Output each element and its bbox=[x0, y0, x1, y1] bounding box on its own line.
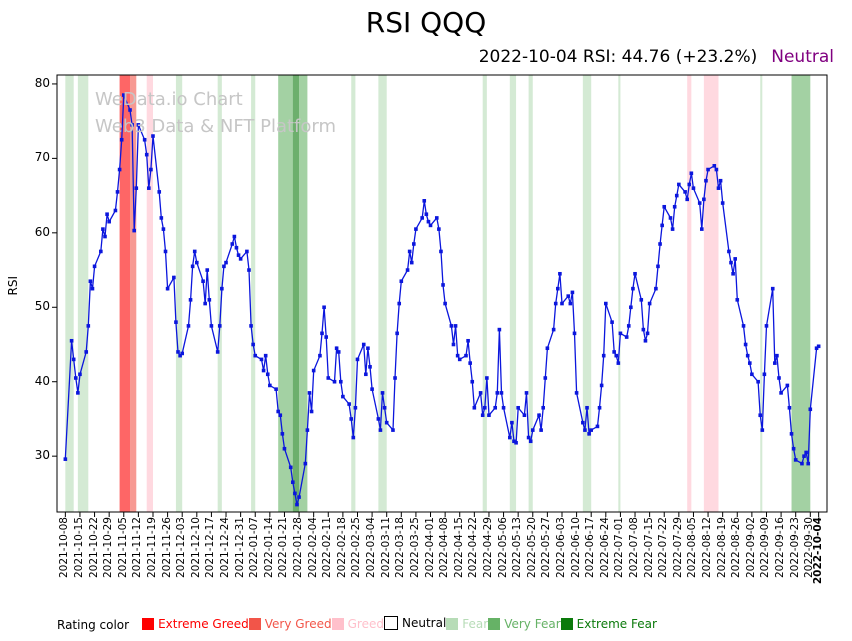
x-tick-label: 2021-11-19 bbox=[145, 517, 158, 579]
x-tick-label: 2021-12-31 bbox=[233, 517, 246, 579]
x-tick-label: 2022-06-17 bbox=[584, 517, 597, 579]
x-tick-label: 2022-09-16 bbox=[774, 517, 787, 579]
x-tick-label: 2022-04-15 bbox=[452, 517, 465, 579]
x-tick-label: 2022-02-25 bbox=[350, 517, 363, 579]
x-tick-label: 2021-11-12 bbox=[131, 517, 144, 579]
x-tick-label: 2021-10-22 bbox=[87, 517, 100, 579]
legend-label: Neutral bbox=[401, 616, 447, 630]
x-tick-label: 2022-08-05 bbox=[686, 517, 699, 579]
x-tick-label: 2022-01-21 bbox=[277, 517, 290, 579]
legend-label: Very Greed bbox=[264, 617, 332, 631]
x-tick-label: 2022-07-29 bbox=[671, 517, 684, 579]
legend-swatch bbox=[446, 618, 459, 630]
legend-swatch bbox=[488, 618, 501, 630]
y-tick-label: 50 bbox=[34, 299, 50, 314]
x-tick-label: 2022-04-01 bbox=[423, 517, 436, 579]
legend-item: Extreme Fear bbox=[560, 617, 657, 631]
x-tick-label: 2021-10-29 bbox=[102, 517, 115, 579]
x-tick-label: 2022-07-15 bbox=[642, 517, 655, 579]
legend-item: Fear bbox=[446, 617, 488, 631]
x-tick-label: 2022-02-11 bbox=[321, 517, 334, 579]
x-tick-label: 2022-03-25 bbox=[408, 517, 421, 579]
x-tick-label: 2022-06-10 bbox=[569, 517, 582, 579]
x-tick-label: 2021-12-10 bbox=[189, 517, 202, 579]
chart-title: RSI QQQ bbox=[365, 6, 487, 39]
legend-item: Extreme Greed bbox=[142, 617, 249, 631]
x-tick-label: 2022-09-23 bbox=[788, 517, 801, 579]
x-tick-label: 2022-07-08 bbox=[628, 517, 641, 579]
x-tick-label: 2022-03-18 bbox=[394, 517, 407, 579]
legend: Rating color Extreme Greed Very Greed Gree… bbox=[57, 616, 657, 633]
legend-swatch bbox=[383, 616, 398, 630]
y-tick-label: 70 bbox=[34, 150, 50, 165]
y-tick-label: 60 bbox=[34, 224, 50, 239]
x-tick-label: 2021-11-26 bbox=[160, 517, 173, 579]
x-tick-label: 2022-07-01 bbox=[613, 517, 626, 579]
legend-items: Extreme Greed Very Greed Greed Neutral Fear V… bbox=[142, 616, 657, 633]
x-tick-label: 2021-12-24 bbox=[219, 517, 232, 579]
x-tick-label: 2022-03-04 bbox=[365, 517, 378, 579]
x-tick-label: 2022-08-12 bbox=[701, 517, 714, 579]
legend-label: Fear bbox=[462, 617, 489, 631]
x-tick-label: 2021-10-08 bbox=[58, 517, 71, 579]
legend-swatch bbox=[248, 618, 261, 630]
legend-item: Very Greed bbox=[248, 617, 332, 631]
x-tick-label: 2022-09-09 bbox=[759, 517, 772, 579]
legend-swatch bbox=[560, 618, 573, 630]
x-tick-label: 2022-02-04 bbox=[306, 517, 319, 579]
x-tick-label: 2022-03-11 bbox=[379, 517, 392, 579]
y-axis-label: RSI bbox=[6, 276, 20, 296]
x-tick-label: 2022-05-13 bbox=[511, 517, 524, 579]
x-tick-label: 2022-01-14 bbox=[262, 517, 275, 579]
x-tick-label: 2021-11-05 bbox=[116, 517, 129, 579]
subtitle-rating: Neutral bbox=[771, 47, 834, 67]
x-tick-label: 2021-12-17 bbox=[204, 517, 217, 579]
x-tick-label: 2022-07-22 bbox=[657, 517, 670, 579]
x-tick-label: 2022-08-26 bbox=[730, 517, 743, 579]
watermark: WeData.io Chart Web3 Data & NFT Platform bbox=[95, 86, 336, 140]
chart-subtitle: 2022-10-04 RSI: 44.76 (+23.2%) Neutral bbox=[479, 47, 834, 67]
watermark-line2: Web3 Data & NFT Platform bbox=[95, 116, 337, 137]
x-tick-label: 2022-06-24 bbox=[598, 517, 611, 579]
legend-label: Very Fear bbox=[504, 617, 561, 631]
legend-item: Very Fear bbox=[488, 617, 561, 631]
y-tick-label: 40 bbox=[34, 373, 50, 388]
watermark-line1: WeData.io Chart bbox=[95, 89, 243, 110]
x-tick-label: 2022-09-30 bbox=[803, 517, 816, 579]
x-tick-label: 2022-05-20 bbox=[525, 517, 538, 579]
legend-item: Greed bbox=[331, 617, 384, 631]
x-tick-label: 2022-04-29 bbox=[481, 517, 494, 579]
x-tick-label: 2022-05-27 bbox=[540, 517, 553, 579]
x-tick-label: 2022-08-19 bbox=[715, 517, 728, 579]
legend-swatch bbox=[331, 618, 344, 630]
x-tick-label: 2022-10-04 bbox=[811, 517, 824, 585]
legend-label: Greed bbox=[347, 617, 384, 631]
x-tick-label: 2022-06-03 bbox=[554, 517, 567, 579]
subtitle-stats: 2022-10-04 RSI: 44.76 (+23.2%) bbox=[478, 47, 758, 67]
legend-swatch bbox=[142, 618, 155, 630]
x-tick-label: 2022-09-02 bbox=[744, 517, 757, 579]
y-tick-label: 30 bbox=[34, 448, 50, 463]
x-tick-label: 2022-04-08 bbox=[438, 517, 451, 579]
y-tick-label: 80 bbox=[34, 75, 50, 90]
x-tick-label: 2022-01-07 bbox=[248, 517, 261, 579]
legend-item: Neutral bbox=[383, 616, 447, 630]
x-tick-label: 2022-02-18 bbox=[335, 517, 348, 579]
x-tick-label: 2022-04-22 bbox=[467, 517, 480, 579]
x-tick-label: 2022-01-28 bbox=[292, 517, 305, 579]
x-tick-label: 2021-10-15 bbox=[72, 517, 85, 579]
legend-label: Extreme Fear bbox=[576, 617, 657, 631]
legend-label: Extreme Greed bbox=[158, 617, 249, 631]
legend-title: Rating color bbox=[57, 617, 130, 632]
x-tick-label: 2022-05-06 bbox=[496, 517, 509, 579]
x-tick-label: 2021-12-03 bbox=[175, 517, 188, 579]
